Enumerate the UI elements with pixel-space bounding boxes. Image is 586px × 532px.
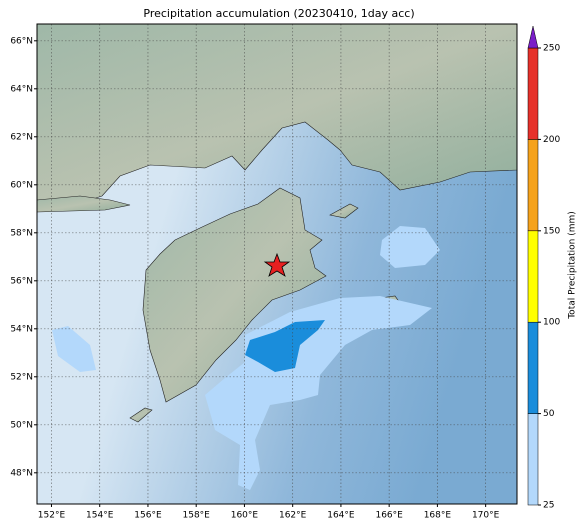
y-tick-label: 60°N <box>10 180 33 190</box>
precip-area <box>245 320 325 372</box>
y-tick-label: 48°N <box>10 468 33 478</box>
y-tick-label: 62°N <box>10 132 33 142</box>
colorbar: 25 50 100 150 200 250 <box>527 25 560 511</box>
x-tick-label: 158°E <box>183 511 211 521</box>
x-tick-label: 170°E <box>472 511 500 521</box>
y-tick-label: 56°N <box>10 276 33 286</box>
colorbar-segment <box>527 230 539 323</box>
colorbar-tick-label: 25 <box>543 501 554 511</box>
x-tick-label: 164°E <box>327 511 355 521</box>
colorbar-extend <box>527 25 539 49</box>
colorbar-tick-label: 100 <box>543 318 560 328</box>
colorbar-label: Total Precipitation (mm) <box>568 211 578 320</box>
map-area <box>37 24 517 504</box>
colorbar-segment <box>527 47 539 140</box>
y-tick-label: 66°N <box>10 36 33 46</box>
colorbar-tick-label: 150 <box>543 226 560 236</box>
colorbar-tick-label: 250 <box>543 44 560 54</box>
precip-area <box>380 226 440 268</box>
colorbar-segment <box>527 321 539 414</box>
x-tick-label: 160°E <box>231 511 259 521</box>
island <box>329 203 359 219</box>
y-tick-label: 50°N <box>10 420 33 430</box>
y-tick-label: 64°N <box>10 84 33 94</box>
coast-spit <box>37 195 131 213</box>
x-tick-label: 162°E <box>279 511 307 521</box>
mainland <box>37 24 517 209</box>
y-tick-label: 54°N <box>10 324 33 334</box>
kamchatka <box>142 187 327 403</box>
x-tick-label: 154°E <box>86 511 114 521</box>
graticule <box>37 24 517 504</box>
colorbar-tick-label: 200 <box>543 135 560 145</box>
event-marker <box>263 252 291 277</box>
precip-area <box>52 326 96 372</box>
x-tick-label: 156°E <box>134 511 162 521</box>
x-tick-label: 166°E <box>375 511 403 521</box>
map-frame <box>36 23 518 505</box>
colorbar-segment <box>527 413 539 506</box>
x-tick-label: 152°E <box>38 511 66 521</box>
colorbar-segment <box>527 139 539 232</box>
map-title: Precipitation accumulation (20230410, 1d… <box>143 7 414 20</box>
x-tick-label: 168°E <box>424 511 452 521</box>
y-tick-label: 58°N <box>10 228 33 238</box>
island <box>129 407 153 423</box>
colorbar-tick-label: 50 <box>543 409 555 419</box>
y-tick-label: 52°N <box>10 372 33 382</box>
